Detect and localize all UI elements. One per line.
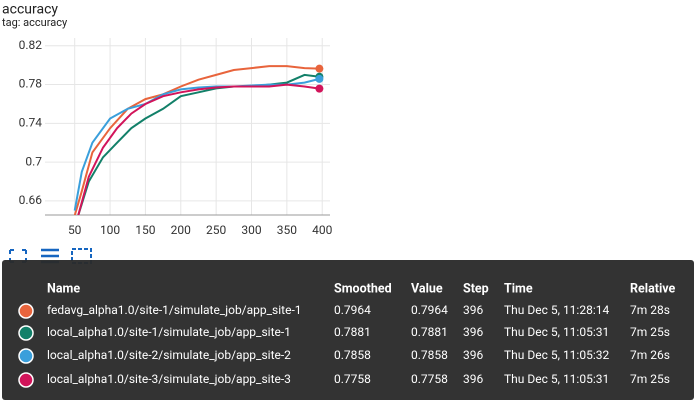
table-cell: 396	[463, 325, 483, 339]
table-cell: 0.7881	[411, 325, 448, 339]
table-cell: 0.7964	[411, 303, 448, 317]
table-cell: Thu Dec 5, 11:28:14	[504, 303, 609, 317]
series-line	[73, 77, 320, 211]
x-tick-label: 100	[100, 223, 120, 237]
y-tick-label: 0.66	[19, 193, 43, 207]
table-header: Time	[504, 281, 533, 296]
y-tick-label: 0.78	[19, 77, 43, 91]
run-swatch	[18, 348, 34, 364]
table-cell: 0.7758	[334, 372, 371, 386]
table-header: Value	[411, 281, 443, 296]
series-line	[77, 83, 320, 215]
table-cell: 0.7964	[334, 303, 371, 317]
table-cell: 7m 26s	[630, 348, 670, 362]
series-line	[77, 73, 320, 215]
x-tick-label: 400	[312, 223, 332, 237]
series-line	[73, 65, 320, 215]
x-tick-label: 200	[171, 223, 191, 237]
table-cell: local_alpha1.0/site-2/simulate_job/app_s…	[47, 348, 291, 362]
table-cell: local_alpha1.0/site-1/simulate_job/app_s…	[47, 325, 291, 339]
table-cell: 7m 25s	[630, 325, 670, 339]
chart-subtitle: tag: accuracy	[2, 16, 68, 29]
table-cell: 0.7758	[411, 372, 448, 386]
table-header: Smoothed	[334, 281, 392, 296]
table-cell: 0.7858	[334, 348, 371, 362]
table-cell: Thu Dec 5, 11:05:31	[504, 372, 609, 386]
table-cell: 0.7858	[411, 348, 448, 362]
table-cell: Thu Dec 5, 11:05:31	[504, 325, 609, 339]
table-cell: fedavg_alpha1.0/site-1/simulate_job/app_…	[47, 303, 302, 317]
table-header: Step	[463, 281, 489, 296]
table-header: Relative	[630, 281, 676, 296]
x-tick-label: 250	[206, 223, 226, 237]
run-swatch	[18, 325, 34, 341]
end-point	[315, 84, 324, 93]
x-tick-label: 300	[241, 223, 261, 237]
tooltip-table: Name Smoothed Value Step Time Relative fedavg_…	[18, 281, 676, 388]
table-cell: 396	[463, 303, 483, 317]
tooltip	[2, 260, 694, 400]
y-tick-label: 0.74	[19, 116, 43, 130]
table-header: Name	[47, 281, 80, 296]
table-cell: 0.7881	[334, 325, 371, 339]
chart-title: accuracy	[2, 2, 58, 18]
y-tick-label: 0.82	[19, 38, 43, 52]
table-cell: Thu Dec 5, 11:05:32	[504, 348, 609, 362]
x-tick-label: 50	[68, 223, 82, 237]
end-point	[315, 74, 324, 83]
table-cell: 7m 28s	[630, 303, 670, 317]
run-swatch	[18, 303, 34, 319]
x-tick-label: 150	[135, 223, 155, 237]
table-cell: 396	[463, 372, 483, 386]
table-cell: 396	[463, 348, 483, 362]
plot: 0.66 0.7 0.74 0.78 0.82 50 100 150 200 250 300 350 4…	[19, 38, 333, 237]
end-point	[315, 64, 324, 73]
table-cell: 7m 25s	[630, 372, 670, 386]
x-tick-label: 350	[277, 223, 297, 237]
run-swatch	[18, 372, 34, 388]
y-tick-label: 0.7	[25, 154, 42, 168]
table-cell: local_alpha1.0/site-3/simulate_job/app_s…	[47, 372, 291, 386]
